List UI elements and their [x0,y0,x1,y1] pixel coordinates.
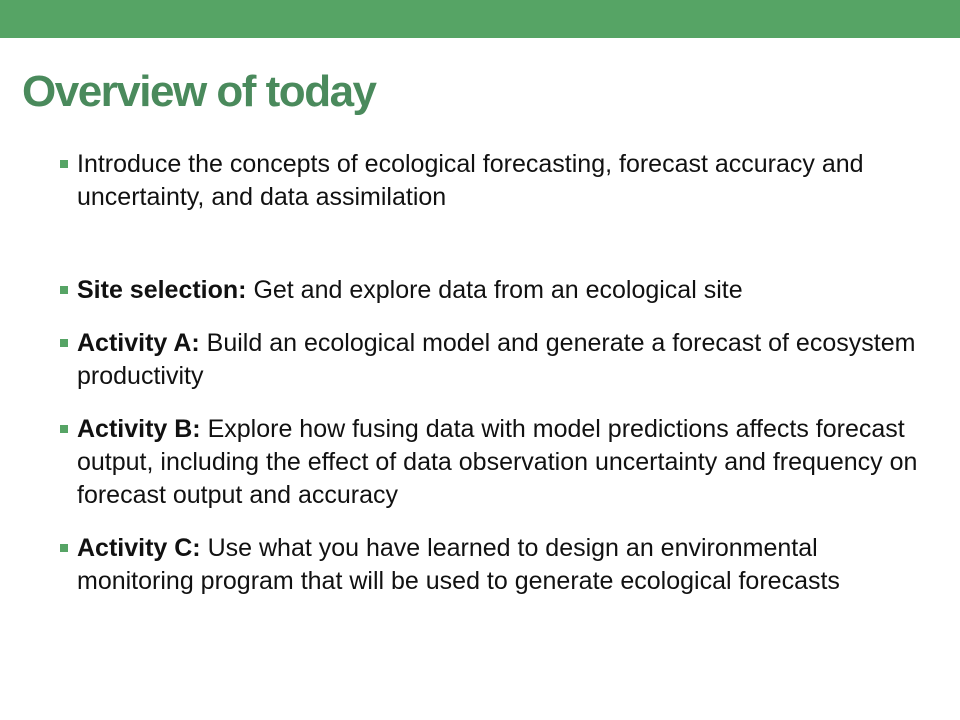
bullet-item-activity-a: Activity A: Build an ecological model an… [58,327,918,393]
square-bullet-icon [60,339,68,347]
bullet-item-activity-c: Activity C: Use what you have learned to… [58,532,918,598]
bullet-lead: Activity B: [77,415,201,443]
square-bullet-icon [60,544,68,552]
bullet-item-site-selection: Site selection: Get and explore data fro… [58,274,918,307]
bullet-lead: Activity A: [77,329,200,357]
slide-title: Overview of today [22,67,377,116]
bullet-item-introduction: Introduce the concepts of ecological for… [58,148,918,214]
bullet-lead: Site selection: [77,276,247,304]
square-bullet-icon [60,160,68,168]
bullet-list: Introduce the concepts of ecological for… [58,148,918,598]
square-bullet-icon [60,425,68,433]
bullet-text: Explore how fusing data with model predi… [77,415,918,509]
bullet-text: Introduce the concepts of ecological for… [77,150,864,211]
square-bullet-icon [60,286,68,294]
bullet-text: Get and explore data from an ecological … [246,276,743,304]
bullet-lead: Activity C: [77,534,201,562]
header-accent-bar [0,0,960,38]
bullet-item-activity-b: Activity B: Explore how fusing data with… [58,413,918,512]
bullet-text: Build an ecological model and generate a… [77,329,916,390]
bullet-text: Use what you have learned to design an e… [77,534,840,595]
